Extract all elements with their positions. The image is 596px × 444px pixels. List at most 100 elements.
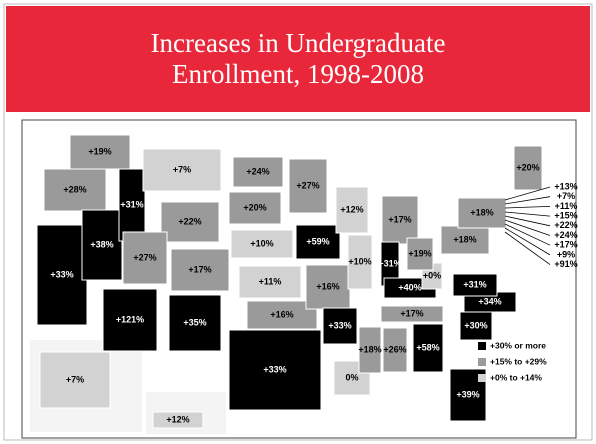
state-shape <box>142 148 222 192</box>
state-label: +20% <box>243 202 266 212</box>
state-label: +7% <box>66 374 84 384</box>
state-label: +22% <box>178 216 201 226</box>
state-label: +0% <box>423 270 441 280</box>
state-label: +24% <box>554 230 577 240</box>
state-label: +38% <box>90 239 113 249</box>
state-label: 0% <box>345 372 358 382</box>
leader-line <box>504 215 551 227</box>
state-shape <box>102 288 158 352</box>
state-label: +13% <box>554 181 577 191</box>
state-label: +22% <box>554 220 577 230</box>
state-shape <box>160 201 220 243</box>
state-label: +19% <box>88 146 111 156</box>
title-line: Enrollment, 1998-2008 <box>172 59 424 89</box>
state-label: +20% <box>516 162 539 172</box>
state-shape <box>228 329 322 411</box>
state-label: +11% <box>555 201 578 211</box>
state-shape <box>238 265 302 299</box>
map: +19% +28% +33% +38% +31% +7% +22% +27% +121% +17%… <box>36 134 578 429</box>
leader-line <box>504 211 551 217</box>
state-label: +40% <box>398 282 421 292</box>
state-label: +10% <box>348 256 371 266</box>
leader-line <box>504 206 551 209</box>
state-label: +12% <box>340 204 363 214</box>
state-shape <box>333 360 371 396</box>
state-shape <box>39 351 111 409</box>
state-label: +33% <box>50 269 73 279</box>
state-label: +18% <box>358 344 381 354</box>
state-shape <box>246 300 318 330</box>
state-shape <box>440 225 490 255</box>
state-shape <box>122 231 168 285</box>
leader-line <box>504 196 551 205</box>
state-shape <box>295 224 341 260</box>
header-band <box>6 6 590 112</box>
state-label: +19% <box>408 248 431 258</box>
state-label: +33% <box>328 320 351 330</box>
state-label: +17% <box>388 214 411 224</box>
state-shape <box>170 248 230 292</box>
state-shape <box>81 209 123 281</box>
state-shape <box>43 168 107 212</box>
state-shape <box>230 229 294 259</box>
state-label: +58% <box>416 342 439 352</box>
state-shape <box>335 186 369 234</box>
state-shape <box>457 197 507 229</box>
state-shape <box>118 168 146 242</box>
state-label: +15% <box>554 210 577 220</box>
state-shape <box>513 145 543 191</box>
state-label: +27% <box>296 180 319 190</box>
state-label: +18% <box>470 207 493 217</box>
state-label: +17% <box>400 308 423 318</box>
legend-swatch <box>478 342 486 350</box>
legend-label: +15% to +29% <box>490 356 547 366</box>
state-label: +16% <box>316 281 339 291</box>
title-line: Increases in Undergraduate <box>151 28 446 58</box>
state-shape <box>358 326 382 374</box>
state-label: +9% <box>557 249 575 259</box>
state-label: +12% <box>166 414 189 424</box>
state-shape <box>406 237 434 271</box>
state-shape <box>382 327 408 373</box>
state-label: +27% <box>133 252 156 262</box>
leader-line <box>504 231 551 265</box>
state-shape <box>381 195 419 245</box>
legend-label: +30% or more <box>490 340 546 350</box>
state-shape <box>232 156 284 188</box>
state-label: +10% <box>250 238 273 248</box>
state-shape <box>347 234 373 290</box>
state-shape <box>412 323 444 373</box>
state-label: +31% <box>463 279 486 289</box>
state-label: +7% <box>173 164 191 174</box>
state-label: +17% <box>188 264 211 274</box>
state-label: +28% <box>63 184 86 194</box>
legend-swatch <box>478 358 486 366</box>
leader-line <box>504 223 551 246</box>
state-label: +11% <box>259 276 282 286</box>
state-shape <box>452 273 498 297</box>
legend-label: +0% to +14% <box>490 372 542 382</box>
state-label: +30% <box>464 320 487 330</box>
legend-swatch <box>478 374 486 382</box>
state-label: +26% <box>383 344 406 354</box>
state-label: +33% <box>263 364 286 374</box>
state-label: +39% <box>456 389 479 399</box>
state-label: +91% <box>554 259 577 269</box>
state-label: +17% <box>554 240 577 250</box>
state-shape <box>168 294 222 352</box>
state-label: +121% <box>116 314 144 324</box>
state-shape <box>152 411 204 429</box>
state-label: +34% <box>478 296 501 306</box>
state-label: +18% <box>453 234 476 244</box>
leader-line <box>504 186 551 201</box>
state-label: +31% <box>378 258 401 268</box>
state-label: +24% <box>246 166 269 176</box>
state-label: +16% <box>270 309 293 319</box>
state-shape <box>305 264 351 310</box>
state-label: +35% <box>183 317 206 327</box>
state-shape <box>228 191 282 225</box>
state-label: +31% <box>120 199 143 209</box>
state-label: +59% <box>306 236 329 246</box>
state-label: +7% <box>557 191 575 201</box>
